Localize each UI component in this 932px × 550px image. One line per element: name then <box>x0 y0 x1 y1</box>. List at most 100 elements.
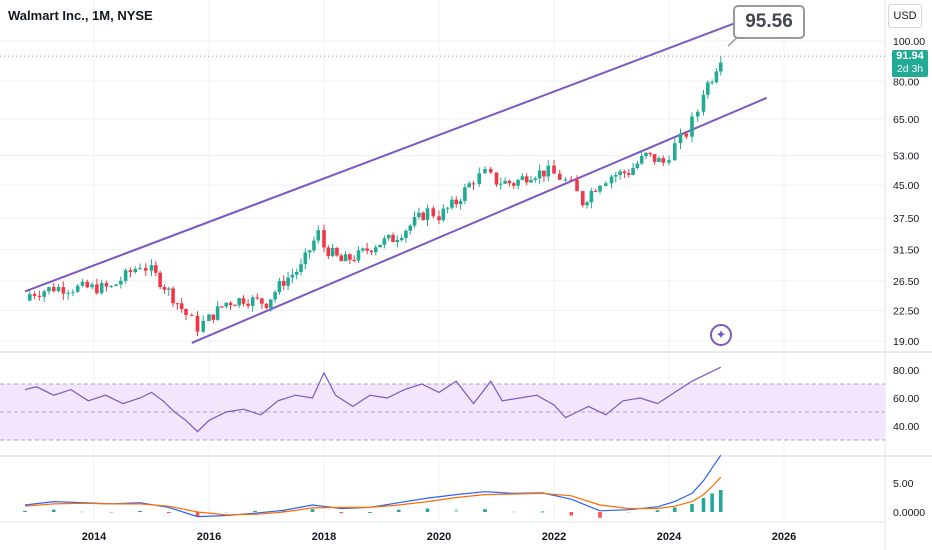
candle-body <box>119 280 123 285</box>
candle-body <box>286 277 290 286</box>
candle-body <box>404 230 408 238</box>
candle-body <box>575 179 579 192</box>
currency-button[interactable]: USD <box>888 4 922 28</box>
macd-tick-label: 0.0000 <box>893 507 925 519</box>
macd-histogram-bar <box>195 512 200 517</box>
candle-body <box>171 288 175 304</box>
candle-body <box>373 247 378 253</box>
bar-countdown: 2d 3h <box>896 63 924 75</box>
candle-body <box>378 244 382 248</box>
candle-body <box>644 152 648 157</box>
candle-body <box>228 302 233 306</box>
candle-body <box>250 297 255 306</box>
candle-body <box>128 270 133 273</box>
macd-histogram-bar <box>655 510 660 512</box>
candle-body <box>361 248 365 251</box>
macd-histogram-bar <box>569 512 574 516</box>
sparkle-icon[interactable]: ✦ <box>710 324 732 346</box>
candle-body <box>299 264 303 273</box>
candle-body <box>184 309 188 315</box>
candle-body <box>175 303 180 305</box>
macd-histogram-bar <box>80 511 85 513</box>
candle-body <box>672 143 677 161</box>
time-tick-label: 2014 <box>82 531 107 543</box>
candle-body <box>589 190 594 203</box>
candle-body <box>343 254 348 262</box>
candle-body <box>211 314 216 320</box>
candle-body <box>445 207 450 209</box>
price-callout[interactable]: 95.56 <box>733 5 805 39</box>
macd-histogram-bar <box>23 510 27 512</box>
macd-histogram-bar <box>51 509 56 512</box>
candle-body <box>635 163 640 169</box>
rsi-tick-label: 40.00 <box>893 421 919 433</box>
time-tick-label: 2026 <box>772 531 796 543</box>
candle-body <box>104 283 109 287</box>
candle-body <box>294 272 299 275</box>
candle-body <box>557 173 562 180</box>
candle-body <box>639 156 644 164</box>
macd-histogram-bar <box>368 512 372 513</box>
rsi-tick-label: 60.00 <box>893 393 919 405</box>
candle-body <box>162 287 167 290</box>
candle-body <box>312 240 316 251</box>
candle-body <box>569 179 574 181</box>
macd-histogram-bar <box>718 489 723 512</box>
candle-body <box>246 303 250 306</box>
rsi-line <box>24 366 722 433</box>
candle-body <box>626 173 631 175</box>
candle-body <box>149 265 154 271</box>
candle-body <box>123 270 128 281</box>
candle-body <box>32 293 37 296</box>
candle-body <box>220 306 224 308</box>
candle-body <box>494 172 499 185</box>
price-tick-label: 80.00 <box>893 76 919 88</box>
macd-histogram-bar <box>598 512 602 518</box>
candle-body <box>290 274 295 278</box>
candle-body <box>42 291 46 297</box>
price-tick-label: 65.00 <box>893 114 919 126</box>
macd-histogram-bar <box>109 512 114 513</box>
candle-body <box>224 302 229 307</box>
candle-body <box>143 267 148 271</box>
price-tick-label: 19.00 <box>893 336 919 348</box>
candle-body <box>537 170 542 179</box>
candle-body <box>90 284 94 288</box>
candle-body <box>386 234 391 239</box>
plot-background <box>0 0 885 550</box>
candle-body <box>408 225 413 231</box>
macd-histogram-bar <box>253 510 257 512</box>
time-tick-label: 2018 <box>312 531 336 543</box>
candle-body <box>71 291 75 293</box>
candle-body <box>37 295 42 297</box>
candle-body <box>99 283 104 294</box>
candle-body <box>580 191 585 206</box>
candle-body <box>195 315 200 332</box>
candle-body <box>667 160 671 163</box>
macd-histogram-bar <box>310 509 315 512</box>
candle-body <box>281 281 286 286</box>
candle-body <box>47 287 51 292</box>
candle-body <box>454 199 459 205</box>
candle-body <box>652 154 657 162</box>
candle-body <box>648 152 653 155</box>
candle-body <box>260 298 264 304</box>
candle-body <box>352 259 356 261</box>
candle-body <box>622 171 627 174</box>
candle-body <box>657 158 661 162</box>
time-tick-label: 2020 <box>427 531 451 543</box>
candle-body <box>138 267 142 269</box>
candle-body <box>593 190 598 192</box>
candle-body <box>706 82 710 95</box>
candle-body <box>412 217 417 226</box>
candle-body <box>56 287 61 292</box>
macd-histogram-bar <box>511 511 516 513</box>
candle-body <box>399 237 404 240</box>
candle-body <box>307 250 312 253</box>
candle-body <box>477 173 482 184</box>
candle-body <box>241 298 246 304</box>
candle-body <box>631 168 635 175</box>
macd-signal-line <box>24 476 722 516</box>
candle-body <box>609 176 614 184</box>
